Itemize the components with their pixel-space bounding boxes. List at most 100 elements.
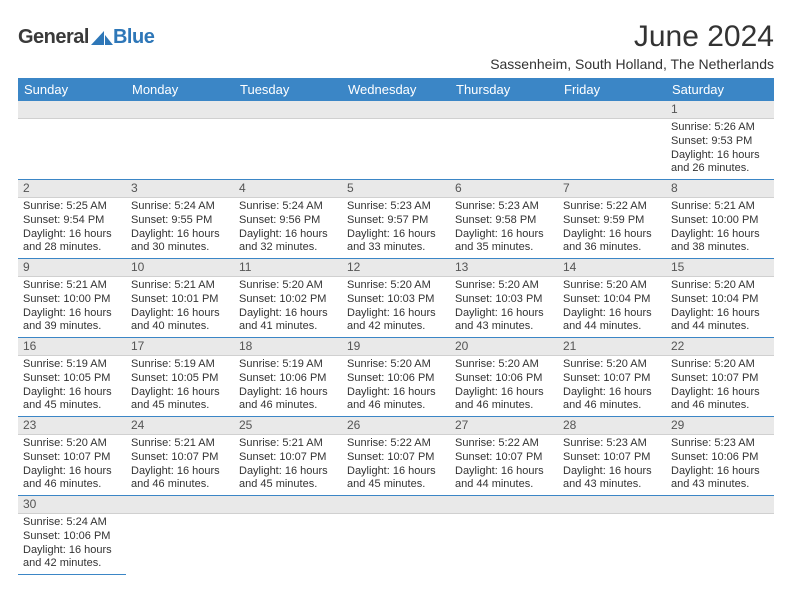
day-number-empty <box>18 101 126 119</box>
daylight-line1: Daylight: 16 hours <box>23 386 121 400</box>
day-details: Sunrise: 5:20 AMSunset: 10:06 PMDaylight… <box>450 356 558 416</box>
day-number-empty <box>666 496 774 514</box>
weekday-header: Tuesday <box>234 78 342 101</box>
day-number-empty <box>126 496 234 514</box>
day-number: 5 <box>342 180 450 198</box>
day-details: Sunrise: 5:20 AMSunset: 10:07 PMDaylight… <box>18 435 126 495</box>
calendar-day-cell: 17Sunrise: 5:19 AMSunset: 10:05 PMDaylig… <box>126 338 234 417</box>
calendar-week-row: 1Sunrise: 5:26 AMSunset: 9:53 PMDaylight… <box>18 101 774 180</box>
calendar-day-cell <box>558 101 666 180</box>
sunrise-text: Sunrise: 5:21 AM <box>131 279 229 293</box>
daylight-line2: and 26 minutes. <box>671 162 769 176</box>
daylight-line2: and 41 minutes. <box>239 320 337 334</box>
day-details: Sunrise: 5:22 AMSunset: 10:07 PMDaylight… <box>450 435 558 495</box>
day-details: Sunrise: 5:23 AMSunset: 9:58 PMDaylight:… <box>450 198 558 258</box>
day-number-empty <box>450 496 558 514</box>
day-number: 9 <box>18 259 126 277</box>
day-details: Sunrise: 5:20 AMSunset: 10:07 PMDaylight… <box>558 356 666 416</box>
day-number: 19 <box>342 338 450 356</box>
day-details: Sunrise: 5:21 AMSunset: 10:07 PMDaylight… <box>234 435 342 495</box>
daylight-line2: and 44 minutes. <box>563 320 661 334</box>
sunset-text: Sunset: 10:07 PM <box>131 451 229 465</box>
daylight-line1: Daylight: 16 hours <box>239 228 337 242</box>
daylight-line2: and 46 minutes. <box>671 399 769 413</box>
title-block: June 2024 Sassenheim, South Holland, The… <box>490 20 774 72</box>
calendar-page: General Blue June 2024 Sassenheim, South… <box>0 0 792 585</box>
calendar-day-cell: 25Sunrise: 5:21 AMSunset: 10:07 PMDaylig… <box>234 417 342 496</box>
day-number: 1 <box>666 101 774 119</box>
sunset-text: Sunset: 10:05 PM <box>131 372 229 386</box>
sunset-text: Sunset: 10:05 PM <box>23 372 121 386</box>
daylight-line2: and 36 minutes. <box>563 241 661 255</box>
daylight-line1: Daylight: 16 hours <box>455 228 553 242</box>
sunset-text: Sunset: 9:57 PM <box>347 214 445 228</box>
daylight-line2: and 40 minutes. <box>131 320 229 334</box>
sunrise-text: Sunrise: 5:24 AM <box>131 200 229 214</box>
weekday-header: Wednesday <box>342 78 450 101</box>
sunrise-text: Sunrise: 5:23 AM <box>563 437 661 451</box>
sunrise-text: Sunrise: 5:21 AM <box>239 437 337 451</box>
weekday-header: Friday <box>558 78 666 101</box>
sunrise-text: Sunrise: 5:21 AM <box>671 200 769 214</box>
daylight-line1: Daylight: 16 hours <box>23 465 121 479</box>
calendar-day-cell <box>450 101 558 180</box>
month-title: June 2024 <box>490 20 774 54</box>
sunset-text: Sunset: 10:07 PM <box>347 451 445 465</box>
daylight-line1: Daylight: 16 hours <box>239 307 337 321</box>
day-details: Sunrise: 5:24 AMSunset: 9:55 PMDaylight:… <box>126 198 234 258</box>
daylight-line1: Daylight: 16 hours <box>131 307 229 321</box>
day-number-empty <box>126 101 234 119</box>
daylight-line2: and 43 minutes. <box>455 320 553 334</box>
calendar-day-cell: 1Sunrise: 5:26 AMSunset: 9:53 PMDaylight… <box>666 101 774 180</box>
calendar-day-cell: 3Sunrise: 5:24 AMSunset: 9:55 PMDaylight… <box>126 180 234 259</box>
calendar-day-cell: 8Sunrise: 5:21 AMSunset: 10:00 PMDayligh… <box>666 180 774 259</box>
calendar-day-cell: 9Sunrise: 5:21 AMSunset: 10:00 PMDayligh… <box>18 259 126 338</box>
sunset-text: Sunset: 10:01 PM <box>131 293 229 307</box>
day-details: Sunrise: 5:19 AMSunset: 10:06 PMDaylight… <box>234 356 342 416</box>
day-details: Sunrise: 5:25 AMSunset: 9:54 PMDaylight:… <box>18 198 126 258</box>
sunset-text: Sunset: 9:53 PM <box>671 135 769 149</box>
day-details: Sunrise: 5:22 AMSunset: 9:59 PMDaylight:… <box>558 198 666 258</box>
day-number: 26 <box>342 417 450 435</box>
daylight-line1: Daylight: 16 hours <box>563 307 661 321</box>
calendar-week-row: 2Sunrise: 5:25 AMSunset: 9:54 PMDaylight… <box>18 180 774 259</box>
day-details: Sunrise: 5:20 AMSunset: 10:03 PMDaylight… <box>450 277 558 337</box>
sunset-text: Sunset: 9:55 PM <box>131 214 229 228</box>
location-subtitle: Sassenheim, South Holland, The Netherlan… <box>490 56 774 72</box>
sunset-text: Sunset: 10:06 PM <box>23 530 121 544</box>
day-details: Sunrise: 5:21 AMSunset: 10:00 PMDaylight… <box>666 198 774 258</box>
day-details: Sunrise: 5:20 AMSunset: 10:04 PMDaylight… <box>558 277 666 337</box>
daylight-line1: Daylight: 16 hours <box>239 465 337 479</box>
daylight-line1: Daylight: 16 hours <box>131 228 229 242</box>
sunset-text: Sunset: 10:07 PM <box>671 372 769 386</box>
calendar-header-row: Sunday Monday Tuesday Wednesday Thursday… <box>18 78 774 101</box>
calendar-body: 1Sunrise: 5:26 AMSunset: 9:53 PMDaylight… <box>18 101 774 575</box>
calendar-day-cell: 19Sunrise: 5:20 AMSunset: 10:06 PMDaylig… <box>342 338 450 417</box>
sunrise-text: Sunrise: 5:20 AM <box>347 358 445 372</box>
brand-text-general: General <box>18 26 89 49</box>
day-number-empty <box>342 101 450 119</box>
daylight-line1: Daylight: 16 hours <box>671 465 769 479</box>
daylight-line2: and 28 minutes. <box>23 241 121 255</box>
day-number: 24 <box>126 417 234 435</box>
day-number: 13 <box>450 259 558 277</box>
day-details: Sunrise: 5:20 AMSunset: 10:03 PMDaylight… <box>342 277 450 337</box>
calendar-day-cell: 30Sunrise: 5:24 AMSunset: 10:06 PMDaylig… <box>18 496 126 575</box>
day-number: 10 <box>126 259 234 277</box>
sunrise-text: Sunrise: 5:20 AM <box>455 279 553 293</box>
calendar-week-row: 23Sunrise: 5:20 AMSunset: 10:07 PMDaylig… <box>18 417 774 496</box>
day-number: 12 <box>342 259 450 277</box>
calendar-day-cell <box>18 101 126 180</box>
daylight-line2: and 32 minutes. <box>239 241 337 255</box>
calendar-day-cell: 26Sunrise: 5:22 AMSunset: 10:07 PMDaylig… <box>342 417 450 496</box>
sunrise-text: Sunrise: 5:23 AM <box>455 200 553 214</box>
sunset-text: Sunset: 10:06 PM <box>671 451 769 465</box>
sunrise-text: Sunrise: 5:24 AM <box>239 200 337 214</box>
day-number: 2 <box>18 180 126 198</box>
sunset-text: Sunset: 10:07 PM <box>563 451 661 465</box>
calendar-day-cell: 23Sunrise: 5:20 AMSunset: 10:07 PMDaylig… <box>18 417 126 496</box>
day-number-empty <box>558 496 666 514</box>
calendar-day-cell <box>666 496 774 575</box>
day-number: 21 <box>558 338 666 356</box>
sunrise-text: Sunrise: 5:19 AM <box>239 358 337 372</box>
